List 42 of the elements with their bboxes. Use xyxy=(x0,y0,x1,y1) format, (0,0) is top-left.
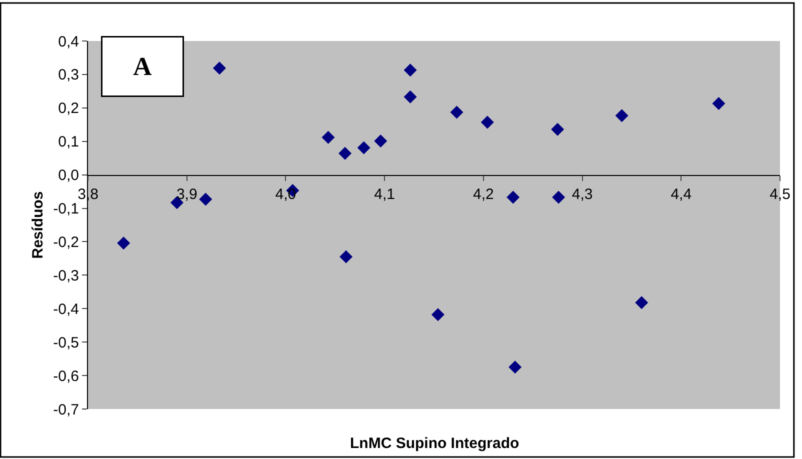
point xyxy=(340,250,353,264)
y-tick-label: -0,6 xyxy=(53,368,79,385)
x-tick-label: 4,1 xyxy=(374,186,395,203)
point xyxy=(212,62,226,75)
y-tick-label: 0,3 xyxy=(58,66,79,84)
y-axis-title: Resíduos xyxy=(29,191,46,259)
point xyxy=(199,192,212,206)
point xyxy=(404,90,417,104)
point xyxy=(450,106,464,119)
y-tick-label: -0,2 xyxy=(53,234,79,251)
point xyxy=(635,296,648,310)
point xyxy=(338,146,352,160)
point xyxy=(508,360,522,374)
y-tick-label: -0,5 xyxy=(53,334,79,352)
x-tick-label: 4,3 xyxy=(572,186,593,203)
point xyxy=(404,64,417,77)
point xyxy=(374,134,388,148)
y-tick-label: -0,7 xyxy=(53,401,79,418)
x-axis-title: LnMC Supino Integrado xyxy=(350,435,520,452)
y-tick-label: 0,2 xyxy=(58,100,79,118)
point xyxy=(480,116,494,129)
x-tick-label: 4,5 xyxy=(770,186,790,203)
annotation: A xyxy=(133,52,152,81)
point xyxy=(712,97,726,110)
point xyxy=(431,308,444,322)
point xyxy=(551,122,564,136)
y-tick-label: 0,4 xyxy=(58,33,79,50)
y-tick-label: 0,0 xyxy=(58,167,79,184)
x-tick-label: 4,2 xyxy=(473,186,494,203)
point xyxy=(615,109,628,122)
point xyxy=(357,141,370,154)
point xyxy=(117,236,130,250)
x-tick-label: 4,4 xyxy=(670,186,692,203)
x-tick-label: 3,9 xyxy=(176,186,198,203)
y-tick-label: 0,1 xyxy=(58,134,79,151)
point xyxy=(322,130,335,144)
y-tick-label: -0,3 xyxy=(53,267,79,284)
x-tick-label: 4,0 xyxy=(275,186,296,203)
y-tick-label: -0,4 xyxy=(53,300,79,318)
point xyxy=(506,190,520,204)
point xyxy=(552,190,566,204)
y-tick-label: -0,1 xyxy=(53,200,79,218)
